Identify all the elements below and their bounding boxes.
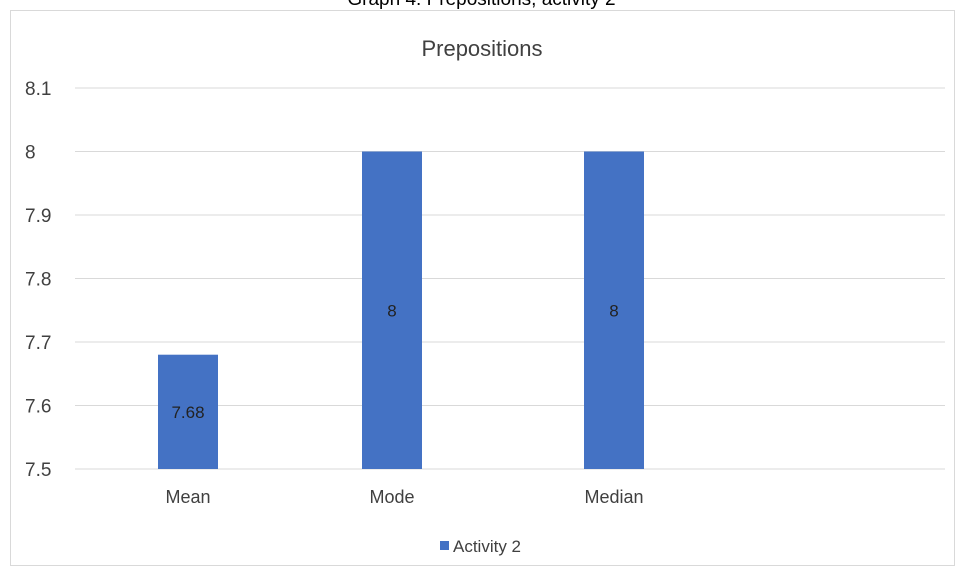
bar-mean xyxy=(158,354,218,469)
x-category-label: Median xyxy=(584,487,643,507)
y-tick-label: 8 xyxy=(25,143,36,164)
gridlines xyxy=(75,87,945,470)
legend-label: Activity 2 xyxy=(453,537,521,556)
bars: 7.68 8 8 xyxy=(158,151,644,469)
legend: Activity 2 xyxy=(440,537,521,556)
y-tick-label: 7.5 xyxy=(25,460,51,481)
y-tick-label: 7.8 xyxy=(25,270,51,291)
data-label: 8 xyxy=(609,301,618,320)
y-tick-label: 7.7 xyxy=(25,333,51,354)
y-tick-label: 8.1 xyxy=(25,79,51,100)
x-axis-categories: Mean Mode Median xyxy=(165,487,643,507)
x-category-label: Mean xyxy=(165,487,210,507)
chart-title: Prepositions xyxy=(421,36,542,61)
bar-mode xyxy=(362,151,422,469)
x-category-label: Mode xyxy=(369,487,414,507)
y-tick-label: 7.9 xyxy=(25,206,51,227)
bar-median xyxy=(584,151,644,469)
data-label: 8 xyxy=(387,301,396,320)
figure-caption-text: Graph 4: Prepositions, activity 2 xyxy=(0,0,963,10)
figure-caption: Graph 4: Prepositions, activity 2 xyxy=(0,0,963,10)
chart-frame xyxy=(10,10,955,566)
y-axis-ticks: 7.5 7.6 7.7 7.8 7.9 8 8.1 xyxy=(25,79,51,481)
data-label: 7.68 xyxy=(171,403,204,422)
y-tick-label: 7.6 xyxy=(25,397,51,418)
legend-swatch xyxy=(440,541,449,550)
